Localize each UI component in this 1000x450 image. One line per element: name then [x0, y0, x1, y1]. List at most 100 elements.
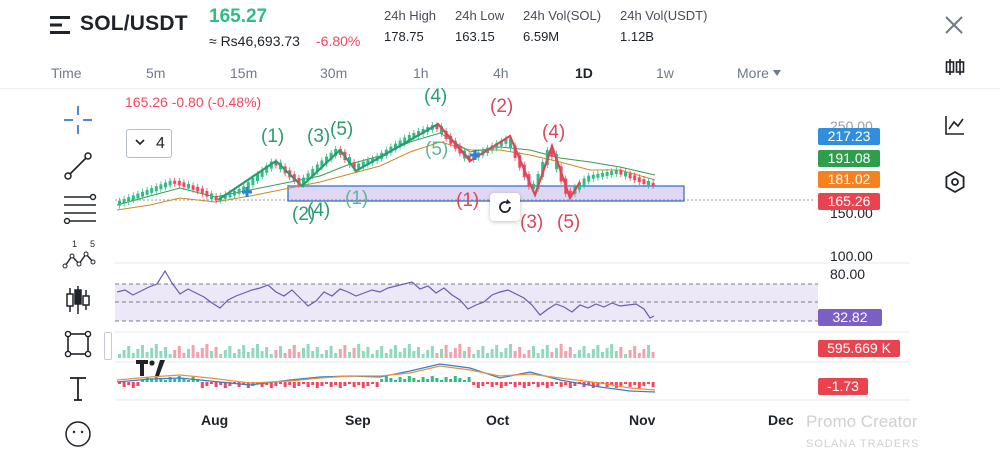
volume-bar [467, 347, 471, 358]
volume-bar [518, 347, 522, 358]
tf-5m[interactable]: 5m [146, 65, 166, 81]
reset-view-button[interactable] [490, 193, 520, 221]
candle [504, 138, 508, 144]
candle [325, 156, 328, 164]
pattern-tool[interactable]: 1 5 [56, 234, 100, 270]
close-icon[interactable] [944, 15, 964, 35]
volume-bar [601, 352, 604, 358]
macd-bar [394, 380, 397, 382]
candle [145, 189, 149, 195]
macd-bar [453, 376, 457, 382]
wave-count-selector[interactable]: 4 [126, 129, 172, 158]
crosshair-tool[interactable] [56, 100, 100, 136]
tf-more-dropdown[interactable]: More [737, 65, 781, 81]
settings-button[interactable] [940, 167, 970, 197]
rectangle-icon [64, 330, 92, 358]
macd-bar [357, 382, 361, 385]
tf-30m[interactable]: 30m [320, 65, 348, 81]
macd-bar [380, 379, 384, 382]
candle [394, 143, 397, 150]
rsi-line [116, 269, 655, 319]
rectangle-tool[interactable] [56, 324, 100, 360]
volume-bar [228, 346, 232, 358]
macd-bar [509, 382, 512, 384]
macd-bar [504, 382, 508, 386]
macd-bar [407, 376, 411, 382]
macd-bar [568, 382, 572, 388]
volume-bar [269, 354, 273, 358]
volume-bar [522, 354, 526, 358]
volume-bar [384, 353, 388, 358]
divider [0, 88, 1000, 89]
support-zone[interactable] [287, 185, 685, 202]
volume-bar [159, 351, 163, 358]
tf-more-label: More [737, 65, 769, 81]
menu-icon[interactable] [50, 16, 70, 34]
volume-bar [173, 350, 177, 358]
candle [513, 145, 517, 159]
tf-1w[interactable]: 1w [656, 65, 674, 81]
emoji-tool[interactable] [56, 412, 100, 448]
volume-bar [182, 353, 186, 358]
stat-24h-high: 24h High 178.75 [384, 8, 436, 44]
volume-bar [504, 348, 508, 358]
volume-bar [637, 353, 641, 358]
indicators-button[interactable] [940, 110, 970, 140]
tf-1h[interactable]: 1h [413, 65, 429, 81]
macd-bar [412, 378, 416, 382]
volume-bar [426, 350, 430, 358]
candle [164, 182, 167, 188]
pair-title[interactable]: SOL/USDT [80, 12, 188, 35]
text-tool[interactable] [56, 368, 100, 404]
volume-bar [532, 346, 535, 358]
price-change-percent: -6.80% [316, 33, 361, 49]
tf-1d[interactable]: 1D [575, 65, 593, 81]
tf-15m[interactable]: 15m [230, 65, 258, 81]
volume-bar [472, 354, 476, 358]
macd-bar [587, 382, 591, 385]
volume-bar [509, 344, 512, 358]
macd-bar [122, 382, 126, 387]
volume-bar [380, 346, 384, 358]
macd-bar [297, 382, 301, 386]
wave-label-red: (2) [490, 96, 514, 117]
candle [315, 164, 319, 172]
volume-bar [421, 354, 425, 358]
macd-bar [187, 380, 190, 382]
tf-time[interactable]: Time [51, 65, 82, 81]
volume-bar [361, 351, 365, 358]
candle [237, 189, 241, 194]
macd-bar [242, 382, 246, 385]
candle [605, 171, 609, 176]
volume-bar [440, 349, 443, 358]
candle [187, 183, 190, 189]
macd-bar [371, 382, 374, 384]
fib-tool[interactable] [56, 188, 100, 224]
volume-bar [219, 354, 223, 358]
price-tag-last: 165.26 [818, 193, 880, 210]
macd-bar [476, 382, 480, 388]
pattern-icon: 1 5 [62, 239, 96, 269]
volume-bar [527, 350, 531, 358]
macd-bar [334, 382, 338, 385]
macd-bar [417, 380, 420, 382]
trendline-tool[interactable] [56, 146, 100, 182]
macd-bar [555, 382, 558, 384]
tf-4h[interactable]: 4h [493, 65, 509, 81]
macd-bar [150, 379, 154, 382]
price-tag-ma: 191.08 [818, 150, 880, 167]
volume-bar [624, 354, 627, 358]
volume-bar [591, 349, 595, 358]
volume-bar [458, 344, 462, 358]
volume-bar [306, 344, 310, 358]
macd-bar [315, 382, 319, 388]
stat-label: 24h Vol(SOL) [523, 8, 602, 23]
indicator-tool[interactable] [56, 280, 100, 316]
panel-collapse-handle[interactable] [104, 332, 112, 360]
volume-bar [122, 350, 126, 358]
candle [610, 171, 614, 175]
candle-type-button[interactable] [940, 52, 970, 82]
candle [587, 175, 591, 182]
volume-bar [177, 346, 181, 358]
